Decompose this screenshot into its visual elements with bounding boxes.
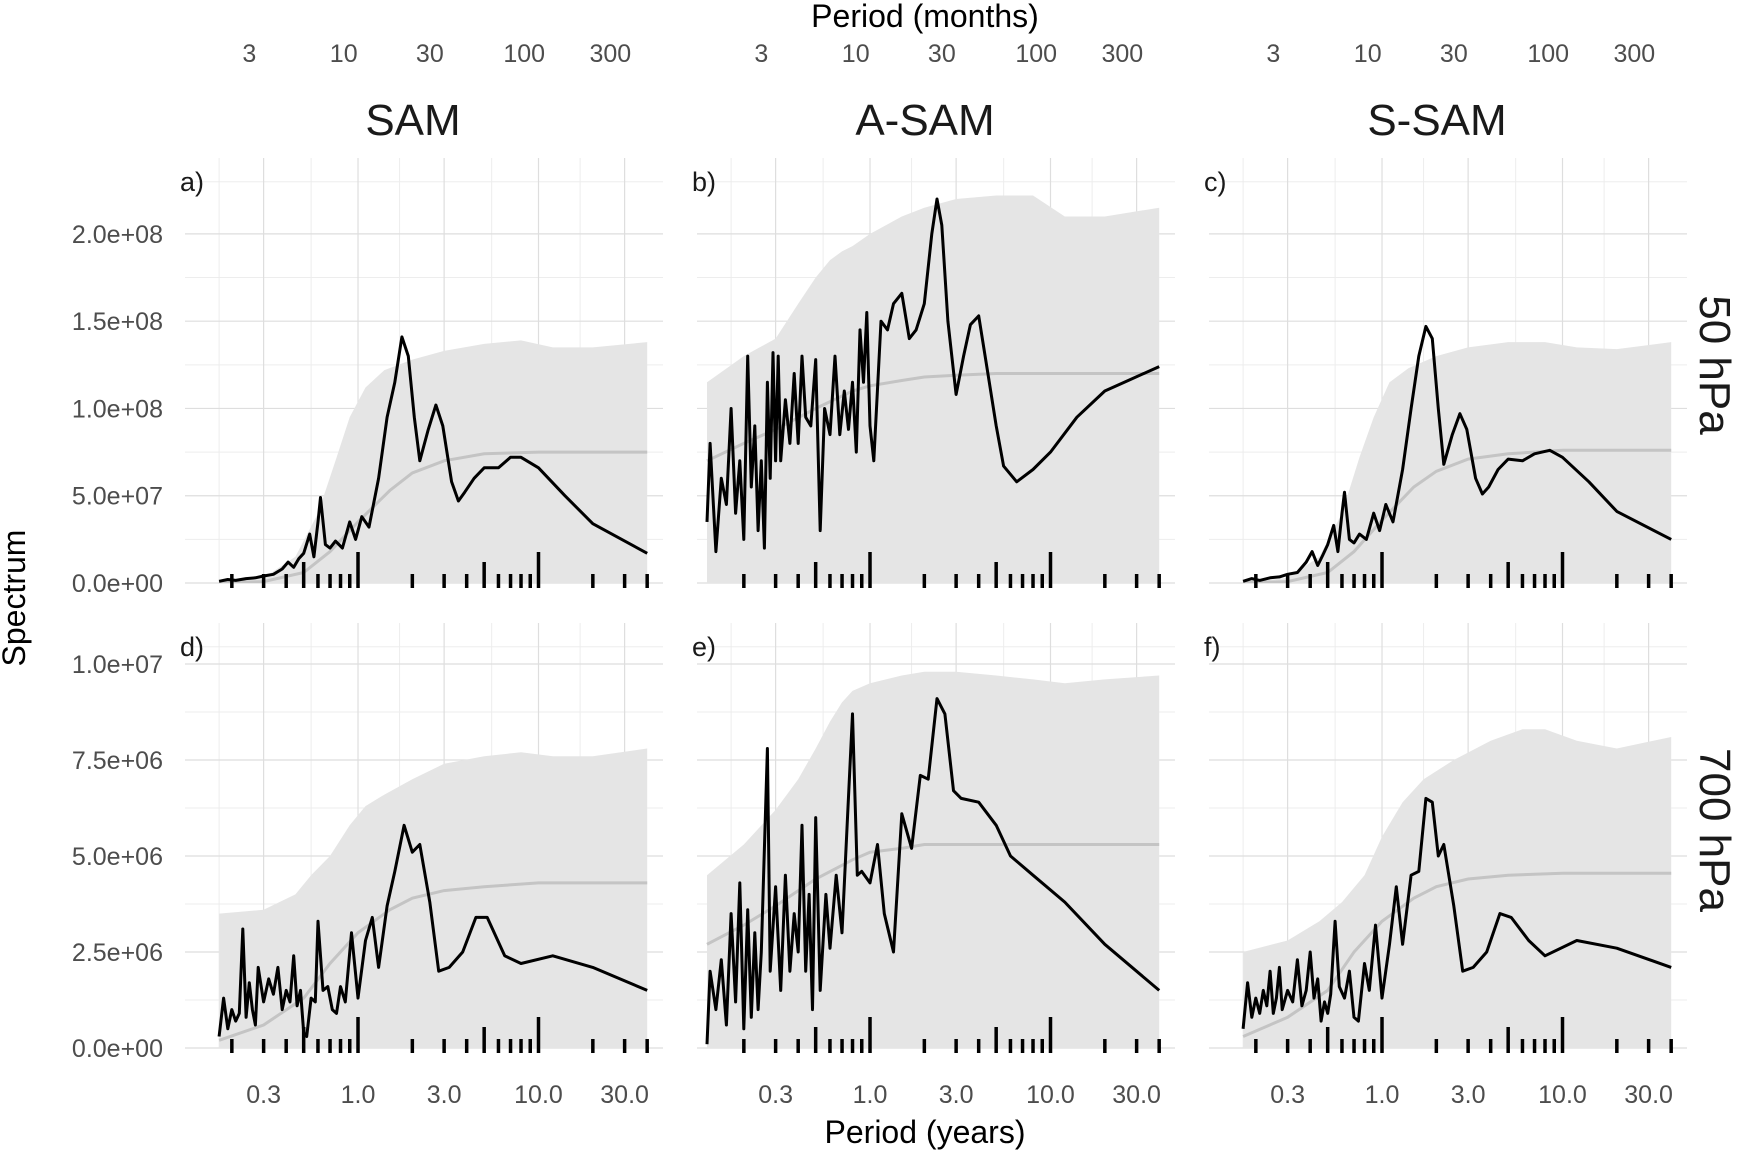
rug-ticks: [1254, 552, 1673, 588]
top-tick-label: 30: [416, 40, 444, 68]
column-strip-sam: SAM: [365, 96, 460, 145]
top-tick-label: 10: [842, 40, 870, 68]
spectrum-line: [705, 697, 1161, 1045]
bottom-tick-label: 10.0: [514, 1081, 563, 1109]
top-tick-label: 3: [1266, 40, 1280, 68]
confidence-ribbon: [219, 748, 648, 1048]
left-axis: 0.0e+00 5.0e+07 1.0e+08 1.5e+08 2.0e+08 0.0e+…: [72, 221, 163, 1063]
panel-b: b): [692, 158, 1175, 588]
bottom-tick-label: 30.0: [600, 1081, 649, 1109]
bottom-tick-label: 1.0: [341, 1081, 376, 1109]
panel-c: c): [1204, 158, 1687, 588]
y-tick-label: 1.0e+08: [72, 395, 163, 423]
top-axis: 3 10 30 100 300 3 10 30 100 300 3 10 30 100 300: [242, 40, 1655, 68]
bottom-tick-label: 3.0: [939, 1081, 974, 1109]
top-tick-label: 10: [1354, 40, 1382, 68]
spectrum-line: [705, 197, 1160, 554]
y-tick-label: 5.0e+07: [72, 483, 163, 511]
panel-f: f): [1204, 623, 1687, 1053]
bottom-tick-label: 1.0: [1365, 1081, 1400, 1109]
reference-curve: [219, 450, 648, 583]
rug-ticks: [230, 552, 649, 588]
bottom-tick-label: 1.0: [853, 1081, 888, 1109]
column-strip-s-sam: S-SAM: [1367, 96, 1506, 145]
panel-label: e): [692, 632, 716, 662]
bottom-tick-label: 30.0: [1624, 1081, 1673, 1109]
spectrum-line: [217, 823, 648, 1038]
y-tick-label: 2.5e+06: [72, 939, 163, 967]
bottom-tick-label: 10.0: [1538, 1081, 1587, 1109]
top-tick-label: 300: [589, 40, 631, 68]
bottom-axis-title: Period (years): [825, 1114, 1026, 1150]
panel-label: f): [1204, 632, 1221, 662]
y-tick-label: 1.5e+08: [72, 308, 163, 336]
top-tick-label: 300: [1613, 40, 1655, 68]
top-tick-label: 3: [242, 40, 256, 68]
confidence-ribbon: [219, 340, 648, 583]
y-tick-label: 7.5e+06: [72, 747, 163, 775]
panel-label: d): [180, 632, 204, 662]
reference-curve: [706, 843, 1160, 946]
panel-label: c): [1204, 167, 1227, 197]
panel-e: e): [692, 623, 1175, 1053]
spectrum-line: [218, 335, 648, 583]
panel-label: b): [692, 167, 716, 197]
rug-ticks: [1254, 1017, 1673, 1053]
top-tick-label: 30: [1440, 40, 1468, 68]
bottom-tick-label: 0.3: [1270, 1081, 1305, 1109]
panel-grid: a) b) c) d) e) f): [180, 158, 1687, 1053]
top-tick-label: 10: [330, 40, 358, 68]
panel-label: a): [180, 167, 204, 197]
rug-ticks: [742, 1017, 1161, 1053]
y-tick-label: 1.0e+07: [72, 651, 163, 679]
top-tick-label: 30: [928, 40, 956, 68]
column-strip-a-sam: A-SAM: [855, 96, 994, 145]
top-tick-label: 3: [754, 40, 768, 68]
row-strip-700hpa: 700 hPa: [1690, 748, 1739, 912]
confidence-ribbon: [1243, 729, 1672, 1048]
y-axis-title: Spectrum: [0, 530, 32, 667]
bottom-tick-label: 3.0: [1451, 1081, 1486, 1109]
top-tick-label: 300: [1101, 40, 1143, 68]
rug-ticks: [230, 1017, 649, 1053]
panel-d: d): [180, 623, 663, 1053]
bottom-axis: 0.3 1.0 3.0 10.0 30.0 0.3 1.0 3.0 10.0 30.0 0.3 1.0…: [246, 1081, 1673, 1109]
reference-curve: [1243, 448, 1672, 583]
top-tick-label: 100: [1527, 40, 1569, 68]
bottom-tick-label: 30.0: [1112, 1081, 1161, 1109]
row-strip-50hpa: 50 hPa: [1690, 295, 1739, 435]
top-axis-title: Period (months): [811, 0, 1039, 34]
y-tick-label: 0.0e+00: [72, 570, 163, 598]
bottom-tick-label: 10.0: [1026, 1081, 1075, 1109]
reference-curve: [218, 881, 648, 1042]
spectrum-line: [1242, 324, 1672, 583]
top-tick-label: 100: [1015, 40, 1057, 68]
top-tick-label: 100: [503, 40, 545, 68]
y-tick-label: 2.0e+08: [72, 221, 163, 249]
y-tick-label: 0.0e+00: [72, 1035, 163, 1063]
bottom-tick-label: 0.3: [758, 1081, 793, 1109]
bottom-tick-label: 0.3: [246, 1081, 281, 1109]
y-tick-label: 5.0e+06: [72, 843, 163, 871]
rug-ticks: [742, 552, 1161, 588]
bottom-tick-label: 3.0: [427, 1081, 462, 1109]
spectrum-line: [1241, 796, 1672, 1029]
panel-a: a): [180, 158, 663, 588]
